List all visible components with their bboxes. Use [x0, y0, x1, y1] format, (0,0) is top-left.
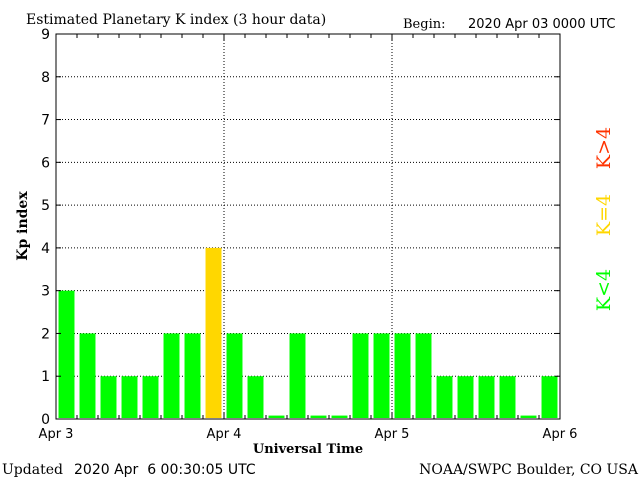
kp-bar — [394, 333, 411, 418]
y-tick-label: 5 — [41, 198, 50, 214]
y-tick-label: 2 — [41, 326, 50, 342]
legend-k-equal-4: K=4 — [593, 194, 615, 236]
legend-k-above-4: K>4 — [593, 127, 615, 169]
kp-bar — [268, 415, 285, 418]
y-tick-label: 3 — [41, 284, 50, 300]
plot-frame — [55, 33, 561, 420]
x-ticks: Apr 3 Apr 4 Apr 5 Apr 6 — [39, 34, 578, 442]
kp-bar — [79, 333, 96, 418]
kp-bar — [457, 376, 474, 418]
kp-bar — [121, 376, 138, 418]
y-ticks: 0 1 2 3 4 5 6 7 8 9 — [41, 27, 560, 428]
kp-bar — [184, 333, 201, 418]
y-tick-label: 0 — [41, 412, 50, 428]
legend-k-below-4: K<4 — [593, 269, 615, 311]
grid-lines — [56, 34, 560, 419]
y-tick-label: 9 — [41, 27, 50, 43]
y-tick-label: 8 — [41, 70, 50, 86]
y-axis-label: Kp index — [15, 191, 31, 261]
kp-bar — [436, 376, 453, 418]
begin-value: 2020 Apr 03 0000 UTC — [468, 17, 616, 32]
kp-bar — [478, 376, 495, 418]
begin-label: Begin: — [403, 17, 445, 32]
y-tick-label: 7 — [41, 113, 50, 129]
y-tick-label: 6 — [41, 155, 50, 171]
x-tick-label: Apr 3 — [39, 427, 74, 442]
bars-group — [58, 247, 558, 418]
x-tick-label: Apr 6 — [543, 427, 578, 442]
kp-bar — [100, 376, 117, 418]
x-tick-label: Apr 5 — [375, 427, 410, 442]
kp-bar — [499, 376, 516, 418]
x-tick-label: Apr 4 — [207, 427, 242, 442]
y-tick-label: 4 — [41, 241, 50, 257]
kp-bar — [163, 333, 180, 418]
kp-bar — [541, 376, 558, 418]
chart-title: Estimated Planetary K index (3 hour data… — [26, 12, 326, 28]
y-tick-label: 1 — [41, 369, 50, 385]
kp-bar — [415, 333, 432, 418]
x-axis-label: Universal Time — [253, 442, 363, 457]
kp-bar — [352, 333, 369, 418]
kp-bar — [289, 333, 306, 418]
source-credit: NOAA/SWPC Boulder, CO USA — [419, 462, 639, 478]
kp-bar — [142, 376, 159, 418]
kp-bar — [205, 247, 222, 418]
updated-label: Updated — [2, 462, 63, 478]
kp-bar — [373, 333, 390, 418]
kp-bar — [226, 333, 243, 418]
updated-value: 2020 Apr 6 00:30:05 UTC — [74, 462, 256, 478]
kp-bar — [247, 376, 264, 418]
kp-bar — [58, 290, 75, 418]
kp-bar — [520, 415, 537, 418]
kp-bar — [310, 415, 327, 418]
kp-bar — [331, 415, 348, 418]
